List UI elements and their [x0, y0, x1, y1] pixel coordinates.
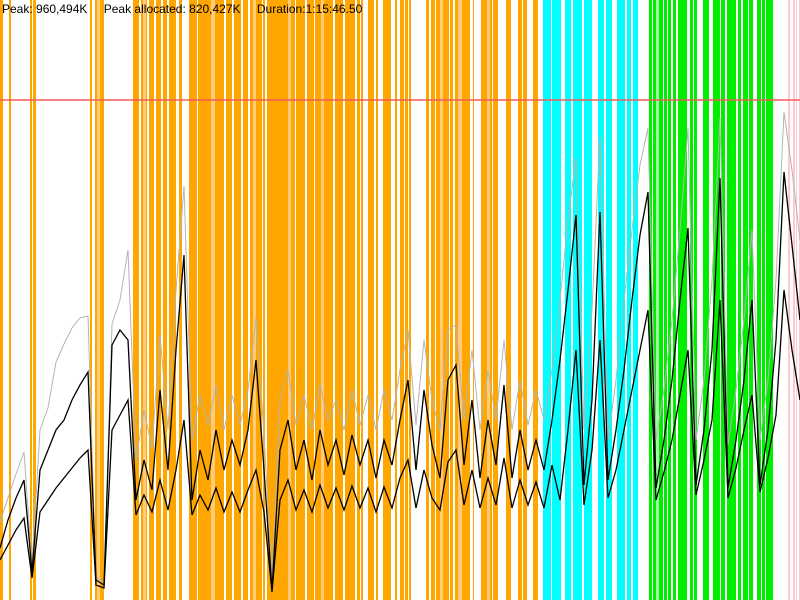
event-bar: [395, 0, 397, 600]
stats-header: Peak: 960,494K Peak allocated: 820,427K …: [2, 2, 375, 16]
event-bar: [523, 0, 527, 600]
event-bar: [690, 0, 693, 600]
event-bar: [133, 0, 139, 600]
event-bar: [481, 0, 492, 600]
event-bar: [307, 0, 314, 600]
event-bar: [243, 0, 248, 600]
event-bar: [450, 0, 453, 600]
event-bar: [788, 0, 790, 600]
event-bar: [664, 0, 667, 600]
event-bar: [149, 0, 154, 600]
event-bar: [617, 0, 625, 600]
peak-threshold-line: [0, 99, 800, 101]
event-bar: [455, 0, 470, 600]
black-upper-trace: [0, 171, 800, 591]
event-bar: [357, 0, 360, 600]
peak-allocated-stat: Peak allocated: 820,427K: [103, 2, 241, 16]
event-bar: [405, 0, 408, 600]
event-bar: [361, 0, 363, 600]
event-bar: [703, 0, 709, 600]
event-bar: [90, 0, 92, 600]
event-bar: [598, 0, 604, 600]
event-bar: [263, 0, 265, 600]
event-bar: [189, 0, 197, 600]
event-bar: [796, 0, 797, 600]
event-bar: [533, 0, 538, 600]
event-bar: [163, 0, 167, 600]
event-bar: [30, 0, 32, 600]
event-bar: [321, 0, 324, 600]
event-bar: [565, 0, 571, 600]
event-bar: [552, 0, 561, 600]
event-bar: [335, 0, 343, 600]
event-bar: [757, 0, 761, 600]
event-bar: [426, 0, 429, 600]
event-bar: [627, 0, 631, 600]
event-bar: [383, 0, 391, 600]
event-bar: [694, 0, 697, 600]
event-bar: [493, 0, 498, 600]
event-bar: [211, 0, 215, 600]
event-bar: [584, 0, 592, 600]
event-bar: [345, 0, 355, 600]
event-bar: [143, 0, 146, 600]
event-bar: [673, 0, 676, 600]
event-bar: [738, 0, 741, 600]
event-bar: [368, 0, 374, 600]
event-bar: [376, 0, 378, 600]
duration-stat: Duration:1:15:46.50: [256, 2, 363, 16]
event-bar: [727, 0, 736, 600]
event-bar: [762, 0, 765, 600]
event-bar: [0, 0, 3, 600]
event-bar: [400, 0, 404, 600]
event-bar: [749, 0, 753, 600]
event-bar: [487, 0, 490, 600]
event-bar: [668, 0, 671, 600]
event-bar: [156, 0, 161, 600]
event-bar: [473, 0, 474, 600]
event-bar: [793, 0, 795, 600]
event-bar: [169, 0, 176, 600]
event-bar: [573, 0, 582, 600]
event-bar: [253, 0, 256, 600]
event-bar: [97, 0, 100, 600]
event-bar: [656, 0, 659, 600]
event-bar: [766, 0, 773, 600]
event-bar: [606, 0, 612, 600]
event-bar: [288, 0, 291, 600]
event-bar: [296, 0, 305, 600]
event-bar: [518, 0, 522, 600]
event-bar: [234, 0, 241, 600]
event-bar: [33, 0, 36, 600]
event-bar: [409, 0, 411, 600]
peak-stat: Peak: 960,494K: [2, 2, 88, 16]
event-bar: [226, 0, 232, 600]
event-bar: [678, 0, 687, 600]
black-lower-trace: [0, 289, 800, 593]
event-bar: [633, 0, 638, 600]
event-bar: [543, 0, 551, 600]
event-bar: [9, 0, 11, 600]
event-bar: [713, 0, 720, 600]
event-bar: [506, 0, 511, 600]
gray-envelope-trace: [0, 111, 800, 583]
event-bar: [440, 0, 443, 600]
event-bar: [431, 0, 435, 600]
event-bar: [458, 0, 462, 600]
